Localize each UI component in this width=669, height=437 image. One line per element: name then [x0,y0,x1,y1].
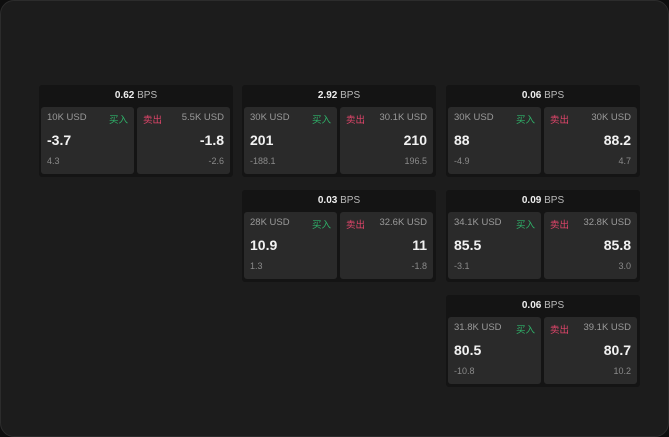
buy-price: 88 [454,132,470,148]
buy-size: 10K USD [47,112,87,123]
sell-price: -1.8 [199,132,224,148]
quote-card: 0.62 BPS 10K USD 买入 -3.7 4.3 卖出 5.5K USD -… [39,85,233,177]
sell-price: 11 [412,237,427,253]
sell-label: 卖出 [550,115,570,126]
sell-label: 卖出 [550,220,570,231]
sell-quote-button[interactable]: 卖出 30K USD 88.2 4.7 [544,107,637,174]
quote-card: 0.09 BPS 34.1K USD 买入 85.5 -3.1 卖出 32.8K U… [446,190,640,282]
buy-quote-button[interactable]: 28K USD 买入 10.9 1.3 [244,212,337,279]
spread-value: 0.06 [521,300,542,311]
buy-price: 10.9 [250,237,278,253]
buy-size: 30K USD [250,112,290,123]
sell-quote-button[interactable]: 卖出 5.5K USD -1.8 -2.6 [137,107,230,174]
sell-size: 5.5K USD [181,112,224,123]
spread-unit: BPS [544,300,565,311]
sell-change: -1.8 [411,261,427,271]
sell-price: 210 [403,132,427,148]
buy-label: 买入 [108,115,128,126]
buy-change: -10.8 [454,366,475,376]
sell-size: 30K USD [591,112,631,123]
buy-quote-button[interactable]: 31.8K USD 买入 80.5 -10.8 [448,317,541,384]
spread-unit: BPS [340,90,361,101]
sell-size: 32.6K USD [379,217,427,228]
buy-quote-button[interactable]: 10K USD 买入 -3.7 4.3 [41,107,134,174]
spread-header: 0.06 BPS [446,85,640,107]
quote-card: 0.03 BPS 28K USD 买入 10.9 1.3 卖出 32.6K USD … [242,190,436,282]
quote-card: 0.06 BPS 30K USD 买入 88 -4.9 卖出 30K USD 88.… [446,85,640,177]
buy-price: 85.5 [454,237,482,253]
buy-quote-button[interactable]: 30K USD 买入 201 -188.1 [244,107,337,174]
sell-price: 88.2 [603,132,631,148]
spread-value: 2.92 [317,90,338,101]
spread-unit: BPS [137,90,158,101]
spread-unit: BPS [544,90,565,101]
sell-label: 卖出 [346,115,366,126]
buy-price: 80.5 [454,342,482,358]
spread-header: 0.06 BPS [446,295,640,317]
buy-label: 买入 [311,220,331,231]
buy-label: 买入 [515,325,535,336]
buy-label: 买入 [311,115,331,126]
sell-size: 39.1K USD [583,322,631,333]
sell-change: -2.6 [208,156,224,166]
buy-price: 201 [250,132,274,148]
buy-quote-button[interactable]: 30K USD 买入 88 -4.9 [448,107,541,174]
sell-quote-button[interactable]: 卖出 32.6K USD 11 -1.8 [340,212,433,279]
sell-change: 196.5 [404,156,427,166]
buy-size: 30K USD [454,112,494,123]
buy-price: -3.7 [47,132,72,148]
buy-size: 34.1K USD [454,217,502,228]
sell-change: 10.2 [613,366,631,376]
spread-header: 0.03 BPS [242,190,436,212]
spread-value: 0.03 [317,195,338,206]
spread-value: 0.62 [114,90,135,101]
sell-change: 4.7 [618,156,631,166]
buy-label: 买入 [515,220,535,231]
sell-quote-button[interactable]: 卖出 39.1K USD 80.7 10.2 [544,317,637,384]
sell-label: 卖出 [550,325,570,336]
buy-quote-button[interactable]: 34.1K USD 买入 85.5 -3.1 [448,212,541,279]
buy-change: 1.3 [250,261,263,271]
sell-size: 30.1K USD [379,112,427,123]
sell-price: 80.7 [603,342,631,358]
buy-size: 31.8K USD [454,322,502,333]
sell-change: 3.0 [618,261,631,271]
sell-quote-button[interactable]: 卖出 32.8K USD 85.8 3.0 [544,212,637,279]
buy-change: -3.1 [454,261,470,271]
buy-change: -188.1 [250,156,276,166]
sell-label: 卖出 [143,115,163,126]
quote-card: 2.92 BPS 30K USD 买入 201 -188.1 卖出 30.1K US… [242,85,436,177]
sell-label: 卖出 [346,220,366,231]
buy-change: 4.3 [47,156,60,166]
quote-card: 0.06 BPS 31.8K USD 买入 80.5 -10.8 卖出 39.1K … [446,295,640,387]
spread-value: 0.09 [521,195,542,206]
buy-size: 28K USD [250,217,290,228]
sell-size: 32.8K USD [583,217,631,228]
sell-price: 85.8 [603,237,631,253]
buy-label: 买入 [515,115,535,126]
buy-change: -4.9 [454,156,470,166]
spread-header: 0.09 BPS [446,190,640,212]
spread-header: 0.62 BPS [39,85,233,107]
sell-quote-button[interactable]: 卖出 30.1K USD 210 196.5 [340,107,433,174]
spread-unit: BPS [340,195,361,206]
spread-unit: BPS [544,195,565,206]
spread-value: 0.06 [521,90,542,101]
spread-header: 2.92 BPS [242,85,436,107]
